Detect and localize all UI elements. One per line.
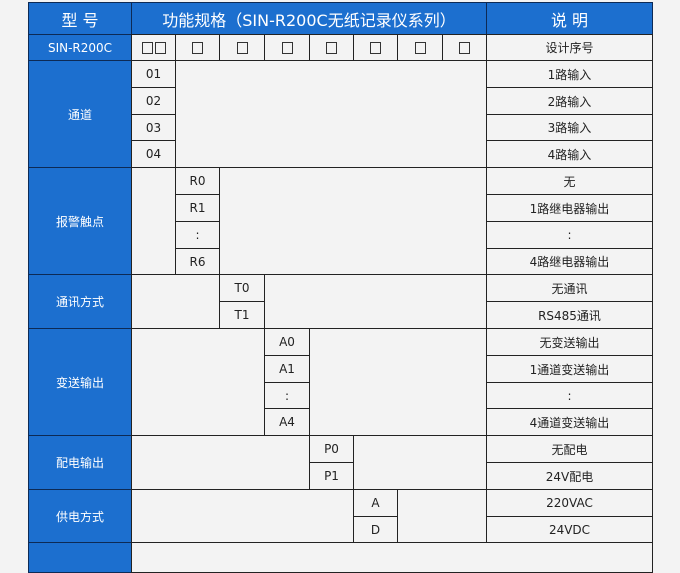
option-desc: 无通讯	[486, 274, 653, 302]
placeholder-box-icon	[236, 41, 248, 54]
placeholder-box-icon	[154, 41, 166, 54]
blank-area	[131, 328, 265, 436]
option-desc: 1路继电器输出	[486, 194, 653, 222]
blank-area	[309, 328, 487, 436]
blank-area	[397, 489, 487, 543]
code-placeholder	[175, 34, 220, 61]
option-desc: 220VAC	[486, 489, 653, 517]
model-desc: 设计序号	[486, 34, 653, 61]
placeholder-box-icon	[414, 41, 426, 54]
placeholder-box-icon	[370, 41, 381, 54]
blank-area	[353, 435, 487, 490]
option-desc: 无	[486, 167, 653, 195]
section-label: 变送输出	[28, 328, 132, 436]
blank-area	[131, 167, 176, 275]
code-placeholder	[309, 34, 354, 61]
option-code: 04	[131, 140, 176, 168]
code-placeholder	[264, 34, 310, 61]
option-code: 01	[131, 60, 176, 88]
option-desc: :	[486, 382, 653, 409]
blank-area	[219, 167, 487, 275]
option-code: A4	[264, 408, 310, 436]
model-name: SIN-R200C	[28, 34, 132, 61]
header-model: 型 号	[28, 2, 132, 35]
option-desc: 1路输入	[486, 60, 653, 88]
option-code: P1	[309, 462, 354, 490]
option-desc: RS485通讯	[486, 301, 653, 329]
option-desc: 4路输入	[486, 140, 653, 168]
option-code: R0	[175, 167, 220, 195]
blank-area	[131, 542, 653, 573]
code-placeholder	[397, 34, 443, 61]
option-desc: 2路输入	[486, 87, 653, 115]
option-code: 03	[131, 114, 176, 141]
option-code: R6	[175, 248, 220, 275]
blank-area	[131, 435, 310, 490]
option-code: R1	[175, 194, 220, 222]
option-desc: 24V配电	[486, 462, 653, 490]
option-code: :	[175, 221, 220, 249]
option-desc: 24VDC	[486, 516, 653, 543]
option-code: T1	[219, 301, 265, 329]
option-desc: 3路输入	[486, 114, 653, 141]
option-desc: 无变送输出	[486, 328, 653, 356]
section-label: 通讯方式	[28, 274, 132, 329]
section-label: 供电方式	[28, 489, 132, 543]
placeholder-box-icon	[326, 41, 337, 54]
option-code: D	[353, 516, 398, 543]
option-code: 02	[131, 87, 176, 115]
placeholder-box-icon	[141, 41, 153, 54]
option-code: :	[264, 382, 310, 409]
section-label: 通道	[28, 60, 132, 168]
placeholder-box-icon	[459, 41, 470, 54]
option-code: P0	[309, 435, 354, 463]
code-placeholder	[442, 34, 487, 61]
placeholder-box-icon	[281, 41, 293, 54]
code-placeholder	[353, 34, 398, 61]
model-selection-table: 型 号功能规格（SIN-R200C无纸记录仪系列）说 明 SIN-R200C 设计序…	[28, 2, 653, 573]
blank-area	[131, 274, 220, 329]
option-desc: 无配电	[486, 435, 653, 463]
section-label	[28, 542, 132, 573]
code-placeholder	[131, 34, 176, 61]
option-desc: :	[486, 221, 653, 249]
option-code: A	[353, 489, 398, 517]
option-code: T0	[219, 274, 265, 302]
section-label: 配电输出	[28, 435, 132, 490]
option-code: A1	[264, 355, 310, 383]
header-desc: 说 明	[486, 2, 653, 35]
header-spec: 功能规格（SIN-R200C无纸记录仪系列）	[131, 2, 487, 35]
option-desc: 4通道变送输出	[486, 408, 653, 436]
option-code: A0	[264, 328, 310, 356]
placeholder-box-icon	[192, 41, 203, 54]
blank-area	[175, 60, 487, 168]
blank-area	[131, 489, 354, 543]
section-label: 报警触点	[28, 167, 132, 275]
option-desc: 4路继电器输出	[486, 248, 653, 275]
blank-area	[264, 274, 487, 329]
code-placeholder	[219, 34, 265, 61]
option-desc: 1通道变送输出	[486, 355, 653, 383]
